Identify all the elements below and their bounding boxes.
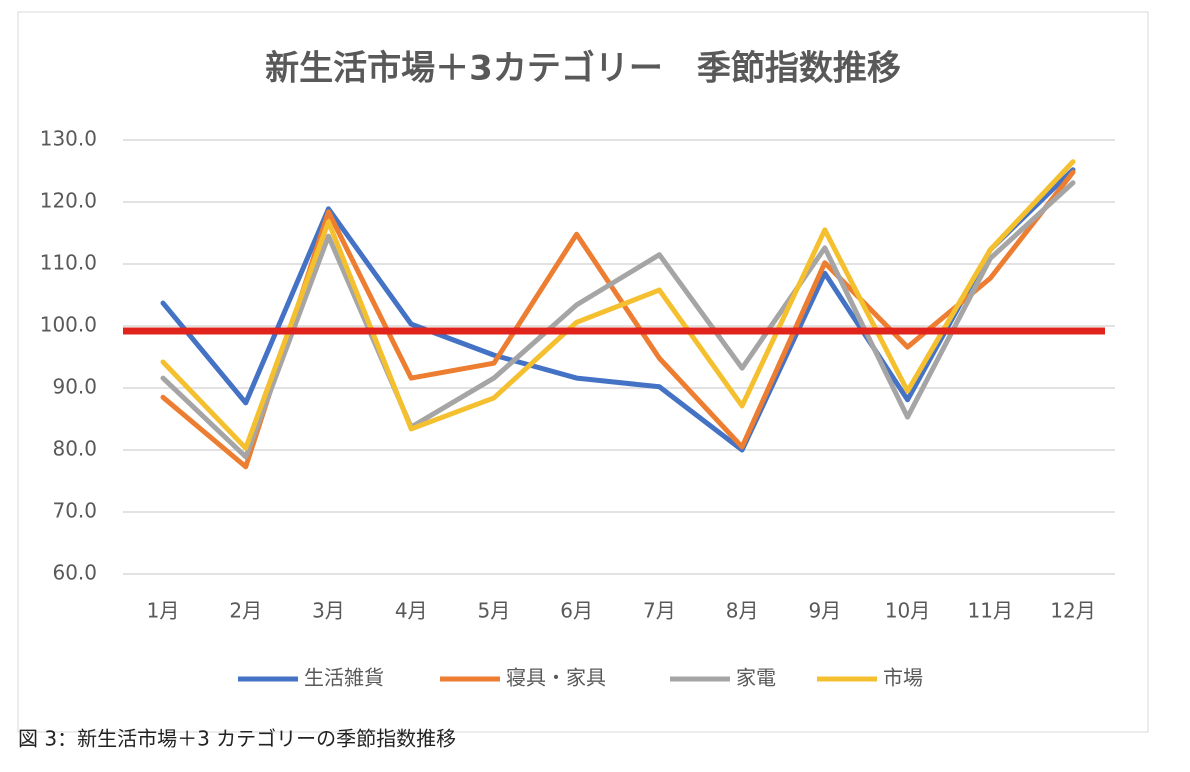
x-tick-label: 11月	[968, 599, 1013, 623]
x-tick-label: 7月	[643, 599, 676, 623]
x-tick-label: 3月	[312, 599, 345, 623]
series-line	[160, 159, 1076, 451]
x-tick-label: 2月	[229, 599, 262, 623]
y-tick-label: 110.0	[40, 251, 97, 275]
legend-label: 家電	[736, 666, 776, 690]
caption: 図 3：新生活市場＋3 カテゴリーの季節指数推移	[18, 727, 456, 751]
x-tick-label: 5月	[478, 599, 511, 623]
legend-label: 寝具・家具	[506, 666, 606, 690]
x-tick-label: 10月	[885, 599, 930, 623]
chart-title: 新生活市場＋3カテゴリー 季節指数推移	[265, 49, 901, 89]
x-tick-label: 8月	[726, 599, 759, 623]
y-tick-label: 90.0	[52, 375, 97, 399]
legend-label: 市場	[883, 666, 923, 690]
x-tick-label: 9月	[808, 599, 841, 623]
y-tick-label: 130.0	[40, 127, 97, 151]
legend-label: 生活雑貨	[304, 666, 384, 690]
y-tick-label: 120.0	[40, 189, 97, 213]
x-tick-label: 4月	[395, 599, 428, 623]
series-line	[160, 180, 1076, 460]
y-tick-label: 100.0	[40, 313, 97, 337]
y-tick-label: 80.0	[52, 437, 97, 461]
y-tick-label: 60.0	[52, 561, 97, 585]
chart-frame	[17, 11, 1149, 733]
x-tick-label: 12月	[1050, 599, 1095, 623]
y-tick-label: 70.0	[52, 499, 97, 523]
x-tick-label: 1月	[147, 599, 180, 623]
x-tick-label: 6月	[560, 599, 593, 623]
series-line	[160, 167, 1076, 453]
